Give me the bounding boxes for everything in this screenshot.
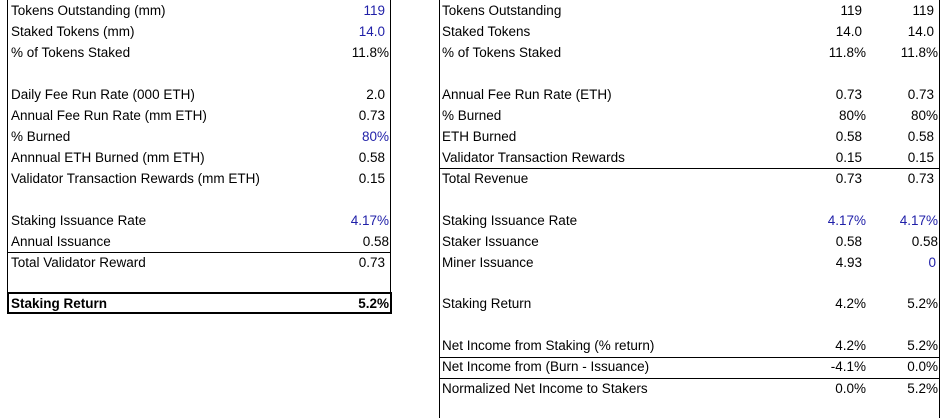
right-label-staking-return: Staking Return — [442, 296, 532, 311]
right-v1-pct-burned: 80% — [838, 108, 866, 123]
left-value-validator-rewards: 0.15 — [358, 171, 385, 186]
left-value-total-validator-reward: 0.73 — [358, 255, 385, 270]
right-v2-eth-burned: 0.58 — [907, 129, 934, 144]
left-label-eth-burned: Annnual ETH Burned (mm ETH) — [11, 150, 205, 165]
right-v1-validator-rewards: 0.15 — [835, 150, 862, 165]
left-value-daily-fee: 2.0 — [366, 87, 385, 102]
left-label-validator-rewards: Validator Transaction Rewards (mm ETH) — [11, 171, 260, 186]
left-label-issuance-rate: Staking Issuance Rate — [11, 213, 147, 228]
right-v2-staked-tokens: 14.0 — [907, 24, 934, 39]
left-value-issuance-rate: 4.17% — [350, 213, 389, 228]
right-v1-tokens-outstanding: 119 — [840, 3, 862, 18]
right-v1-eth-burned: 0.58 — [835, 129, 862, 144]
right-label-eth-burned: ETH Burned — [442, 129, 517, 144]
left-label-staked-tokens: Staked Tokens (mm) — [11, 24, 135, 39]
right-total-revenue-divider — [439, 168, 940, 169]
left-label-pct-burned: % Burned — [11, 129, 71, 144]
right-v1-annual-fee: 0.73 — [835, 87, 862, 102]
right-v1-staking-return: 4.2% — [835, 296, 866, 311]
left-label-pct-staked: % of Tokens Staked — [11, 45, 131, 60]
right-v1-issuance-rate: 4.17% — [827, 213, 866, 228]
left-label-annual-issuance: Annual Issuance — [11, 234, 111, 249]
left-total-reward-divider — [7, 252, 391, 253]
left-value-annual-issuance: 0.58 — [362, 234, 389, 249]
right-panel-left-border — [439, 0, 440, 418]
right-net-income-divider-1 — [439, 357, 940, 358]
right-v1-net-income-staking: 4.2% — [835, 338, 866, 353]
right-v2-net-income-staking: 5.2% — [907, 338, 938, 353]
right-v2-tokens-outstanding: 119 — [912, 3, 934, 18]
right-v2-staking-return: 5.2% — [907, 296, 938, 311]
left-value-pct-staked: 11.8% — [351, 45, 389, 60]
right-label-validator-rewards: Validator Transaction Rewards — [442, 150, 625, 165]
left-value-annual-fee: 0.73 — [358, 108, 385, 123]
left-label-total-validator-reward: Total Validator Reward — [11, 255, 146, 270]
right-v2-pct-burned: 80% — [910, 108, 938, 123]
left-panel-left-border — [7, 0, 8, 314]
right-v1-total-revenue: 0.73 — [835, 171, 862, 186]
right-label-miner-issuance: Miner Issuance — [442, 255, 534, 270]
left-label-tokens-outstanding: Tokens Outstanding (mm) — [11, 3, 166, 18]
right-v2-annual-fee: 0.73 — [907, 87, 934, 102]
right-v2-net-income-burn: 0.0% — [907, 359, 938, 374]
right-v2-staker-issuance: 0.58 — [911, 234, 938, 249]
staking-return-highlight-box — [7, 292, 392, 314]
right-v2-total-revenue: 0.73 — [907, 171, 934, 186]
right-label-total-revenue: Total Revenue — [442, 171, 529, 186]
left-value-tokens-outstanding: 119 — [363, 3, 385, 18]
right-v2-normalized-net-income: 5.2% — [907, 381, 938, 396]
right-label-tokens-outstanding: Tokens Outstanding — [442, 3, 562, 18]
left-label-daily-fee: Daily Fee Run Rate (000 ETH) — [11, 87, 195, 102]
right-v1-pct-staked: 11.8% — [828, 45, 866, 60]
right-label-net-income-staking: Net Income from Staking (% return) — [442, 338, 655, 353]
right-v1-staker-issuance: 0.58 — [835, 234, 862, 249]
left-value-eth-burned: 0.58 — [358, 150, 385, 165]
right-label-net-income-burn: Net Income from (Burn - Issuance) — [442, 359, 650, 374]
left-label-annual-fee: Annual Fee Run Rate (mm ETH) — [11, 108, 207, 123]
right-label-staked-tokens: Staked Tokens — [442, 24, 531, 39]
left-label-staking-return: Staking Return — [11, 296, 108, 311]
left-value-staking-return: 5.2% — [358, 296, 389, 311]
right-label-annual-fee: Annual Fee Run Rate (ETH) — [442, 87, 612, 102]
right-panel-right-border — [939, 0, 940, 418]
right-v2-pct-staked: 11.8% — [900, 45, 938, 60]
right-v1-staked-tokens: 14.0 — [835, 24, 862, 39]
right-v1-net-income-burn: -4.1% — [830, 359, 866, 374]
right-v2-miner-issuance: 0 — [928, 255, 936, 270]
right-label-pct-burned: % Burned — [442, 108, 502, 123]
right-label-issuance-rate: Staking Issuance Rate — [442, 213, 578, 228]
left-value-staked-tokens: 14.0 — [358, 24, 385, 39]
right-label-pct-staked: % of Tokens Staked — [442, 45, 562, 60]
left-value-pct-burned: 80% — [361, 129, 389, 144]
right-v2-issuance-rate: 4.17% — [899, 213, 938, 228]
right-label-staker-issuance: Staker Issuance — [442, 234, 539, 249]
right-v2-validator-rewards: 0.15 — [907, 150, 934, 165]
right-label-normalized-net-income: Normalized Net Income to Stakers — [442, 381, 648, 396]
left-panel-right-border — [390, 0, 391, 314]
right-v1-normalized-net-income: 0.0% — [835, 381, 866, 396]
right-v1-miner-issuance: 4.93 — [835, 255, 862, 270]
right-net-income-divider-2 — [439, 378, 940, 379]
